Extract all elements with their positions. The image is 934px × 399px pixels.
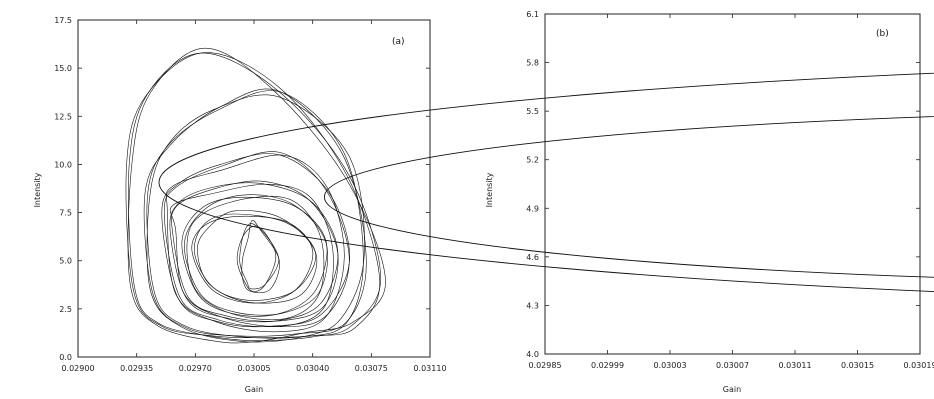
panel-b-x-tick-label: 0.03011 — [778, 361, 811, 370]
panel-a-x-tick-label: 0.02935 — [120, 364, 153, 373]
panel-b-x-tick-label: 0.02985 — [528, 361, 561, 370]
panel-b-x-ticks: 0.02985 0.02999 0.03003 0.03007 0.03011 0.030… — [528, 14, 934, 370]
panel-b-label: (b) — [876, 29, 889, 39]
panel-a-y-tick-label: 17.5 — [54, 16, 72, 25]
panel-a-trajectory-5-2 — [197, 210, 318, 304]
panel-b-frame — [544, 13, 921, 355]
panel-b-y-tick-label: 4.3 — [526, 301, 539, 310]
panel-a-trajectory-6-1 — [239, 223, 280, 290]
panel-a-label: (a) — [392, 37, 405, 47]
panel-a-trajectory-4-1 — [184, 194, 328, 316]
panel-b-x-tick-label: 0.03019 — [903, 361, 934, 370]
panel-a-y-tick-label: 7.5 — [59, 209, 72, 218]
panel-b-y-tick-label: 4.6 — [526, 253, 539, 262]
panel-a-frame — [77, 19, 431, 358]
panel-a-trajectory-2-1 — [163, 151, 350, 328]
panel-b-x-tick-label: 0.03007 — [716, 361, 749, 370]
panel-a-trajectory-0-2 — [127, 47, 386, 344]
panel-a-trajectory-0 — [125, 52, 381, 339]
panel-b-x-tick-label: 0.03003 — [653, 361, 686, 370]
panel-b-x-tick-label: 0.03015 — [841, 361, 874, 370]
panel-a-trajectory-6-2 — [241, 219, 280, 294]
panel-b-y-tick-label: 5.5 — [526, 107, 539, 116]
panel-a-trajectory-6 — [236, 225, 277, 292]
panel-b: (b) Gain Intensity 0.02985 0.02999 0.03003… — [158, 10, 934, 394]
panel-b-xlabel: Gain — [723, 385, 741, 394]
panel-a-x-tick-label: 0.03005 — [237, 364, 270, 373]
panel-b-orbit-0 — [158, 72, 934, 292]
panel-b-y-ticks: 4.0 4.3 4.6 4.9 5.2 5.5 5.8 6.1 — [526, 10, 920, 359]
panel-a-x-tick-label: 0.02970 — [179, 364, 212, 373]
panel-a-trajectory-5 — [191, 215, 314, 304]
panel-a-x-tick-label: 0.03040 — [296, 364, 329, 373]
panel-b-ylabel: Intensity — [485, 172, 494, 207]
panel-a-y-tick-label: 5.0 — [59, 257, 72, 266]
panel-a-trajectory-2-2 — [166, 154, 345, 333]
panel-a-trajectories — [125, 47, 386, 344]
panel-b-y-tick-label: 4.9 — [526, 204, 539, 213]
panel-a-y-tick-label: 2.5 — [59, 305, 72, 314]
panel-a-y-tick-label: 10.0 — [54, 160, 72, 169]
panel-a-xlabel: Gain — [245, 385, 263, 394]
panel-a-trajectory-3-1 — [171, 180, 339, 322]
panel-b-x-tick-label: 0.02999 — [591, 361, 624, 370]
panel-a-x-tick-label: 0.03075 — [355, 364, 388, 373]
panel-a-x-tick-label: 0.03110 — [413, 364, 446, 373]
panel-a: (a) Gain Intensity 0.02900 0.02935 0.02970… — [33, 16, 447, 394]
panel-a-y-tick-label: 15.0 — [54, 64, 72, 73]
panel-a-trajectory-1-1 — [146, 90, 364, 339]
panel-a-trajectory-4-2 — [186, 195, 325, 321]
panel-a-x-tick-label: 0.02900 — [61, 364, 94, 373]
panel-b-y-tick-label: 5.2 — [526, 156, 539, 165]
panel-a-ylabel: Intensity — [33, 172, 42, 207]
panel-a-trajectory-1-2 — [146, 94, 365, 343]
panel-a-y-tick-label: 12.5 — [54, 112, 72, 121]
panel-b-orbits — [158, 72, 934, 292]
panel-b-y-tick-label: 6.1 — [526, 10, 539, 19]
panel-b-orbit-1 — [324, 116, 934, 278]
panel-a-trajectory-3-2 — [169, 183, 334, 327]
panel-a-trajectory-0-1 — [128, 52, 382, 342]
panel-a-y-ticks: 0.0 2.5 5.0 7.5 10.0 12.5 15.0 17.5 — [54, 16, 430, 362]
panel-a-trajectory-1 — [143, 88, 367, 337]
panel-a-y-tick-label: 0.0 — [59, 353, 72, 362]
panel-b-y-tick-label: 4.0 — [526, 350, 539, 359]
panel-a-trajectory-3 — [169, 182, 339, 323]
panel-b-y-tick-label: 5.8 — [526, 59, 539, 68]
panel-a-x-ticks: 0.02900 0.02935 0.02970 0.03005 0.03040 0.030… — [61, 20, 447, 373]
